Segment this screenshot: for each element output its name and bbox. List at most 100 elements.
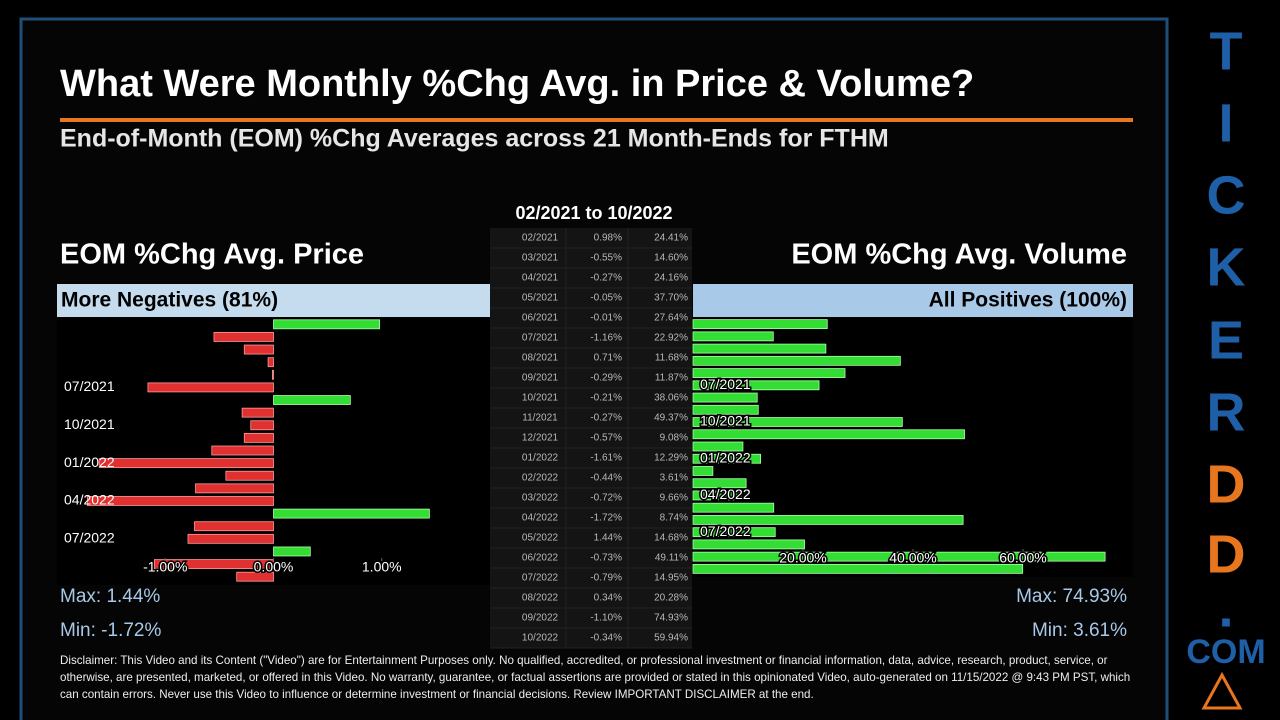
title: What Were Monthly %Chg Avg. in Price & V… (60, 63, 974, 105)
table-cell: -1.16% (590, 333, 622, 344)
table-cell: 11.68% (655, 353, 688, 364)
table-cell: -0.27% (590, 273, 622, 284)
bar (692, 355, 901, 366)
bar (98, 458, 274, 469)
bar (692, 490, 742, 501)
brand-letter: C (1207, 165, 1246, 225)
brand-letter: R (1207, 382, 1246, 442)
table-cell: 8.74% (660, 513, 688, 524)
title-rule (60, 118, 1133, 122)
table-cell: 0.98% (594, 233, 622, 244)
bar (273, 395, 351, 405)
table-cell: -0.21% (590, 393, 622, 404)
table-cell: 0.71% (594, 353, 622, 364)
brand-letter: I (1218, 93, 1233, 153)
bar (692, 502, 775, 513)
table-cell: 09/2022 (522, 613, 559, 624)
bar (692, 331, 774, 342)
table-cell: 04/2021 (522, 273, 559, 284)
bar (187, 533, 274, 544)
logo (1201, 671, 1243, 710)
x-tick-label: 40.00% (889, 550, 936, 566)
bar (213, 332, 274, 342)
bar (692, 563, 1024, 574)
bar (692, 466, 714, 476)
table-cell: -1.61% (590, 453, 622, 464)
bar (194, 521, 274, 532)
x-tick-label: 1.00% (362, 559, 402, 575)
table-cell: 03/2022 (522, 493, 559, 504)
brand-letter: K (1207, 237, 1246, 297)
y-tick-label: 04/2022 (64, 492, 115, 508)
table-cell: 08/2021 (522, 353, 559, 364)
bar (692, 478, 747, 489)
table-cell: 06/2022 (522, 553, 559, 564)
bar (154, 559, 274, 569)
table-cell: 9.66% (660, 493, 688, 504)
bar (692, 539, 805, 550)
bar (692, 392, 758, 403)
stat: Min: 3.61% (1032, 620, 1127, 641)
table-cell: 11/2021 (522, 413, 558, 424)
bar (241, 407, 274, 418)
table-cell: -0.55% (590, 253, 622, 264)
bar (692, 453, 761, 464)
table-cell: 22.92% (654, 333, 688, 344)
table-cell: 09/2021 (522, 373, 559, 384)
x-tick-label: 20.00% (779, 550, 826, 566)
table-cell: 59.94% (654, 633, 688, 644)
bar (250, 420, 274, 431)
disclaimer: Disclaimer: This Video and its Content (… (60, 654, 1131, 701)
table-bg (490, 228, 692, 648)
table-cell: 06/2021 (522, 313, 559, 324)
brand-letter: D (1207, 524, 1246, 584)
chart-title: EOM %Chg Avg. Volume (791, 239, 1127, 271)
table-cell: -0.01% (590, 313, 622, 324)
bar (225, 470, 274, 481)
bar (236, 571, 274, 582)
table-cell: 12.29% (654, 453, 688, 464)
table-cell: 01/2022 (522, 453, 559, 464)
table-cell: 05/2021 (522, 293, 559, 304)
table-cell: 49.11% (655, 553, 688, 564)
bar (692, 417, 903, 427)
table-cell: 08/2022 (522, 593, 559, 604)
table-cell: -0.34% (590, 633, 622, 644)
bar (692, 319, 828, 330)
y-tick-label: 07/2022 (700, 523, 751, 539)
bar (147, 382, 274, 393)
bar (273, 319, 380, 330)
bar (273, 546, 311, 557)
table-cell: -0.27% (590, 413, 622, 424)
y-tick-label: 10/2021 (700, 413, 751, 429)
bar (243, 344, 274, 355)
table-cell: 20.28% (654, 593, 688, 604)
table-cell: -0.79% (590, 573, 622, 584)
bar (692, 441, 744, 452)
y-tick-label: 10/2021 (64, 416, 115, 432)
x-tick-label: -1.00% (143, 559, 187, 575)
bar (195, 483, 274, 494)
table-cell: 14.95% (654, 573, 688, 584)
table-cell: 12/2021 (522, 433, 559, 444)
table-cell: 3.61% (660, 473, 688, 484)
bar (692, 404, 759, 415)
table-cell: 38.06% (654, 393, 688, 404)
bar (692, 551, 1106, 562)
table-cell: 07/2021 (522, 333, 559, 344)
bar (211, 445, 274, 456)
table-cell: 11.87% (655, 373, 688, 384)
brand-letter: T (1210, 21, 1243, 81)
subtitle: End-of-Month (EOM) %Chg Averages across … (60, 125, 889, 153)
bar (692, 380, 820, 391)
stat: Min: -1.72% (60, 620, 161, 641)
y-tick-label: 07/2021 (700, 376, 751, 392)
brand-letter: COM (1186, 633, 1265, 671)
bar (692, 343, 827, 354)
subtitle-band (57, 284, 490, 317)
subtitle-band (693, 284, 1133, 317)
bar (267, 357, 274, 368)
stat: Max: 1.44% (60, 586, 160, 607)
y-tick-label: 01/2022 (700, 449, 751, 465)
